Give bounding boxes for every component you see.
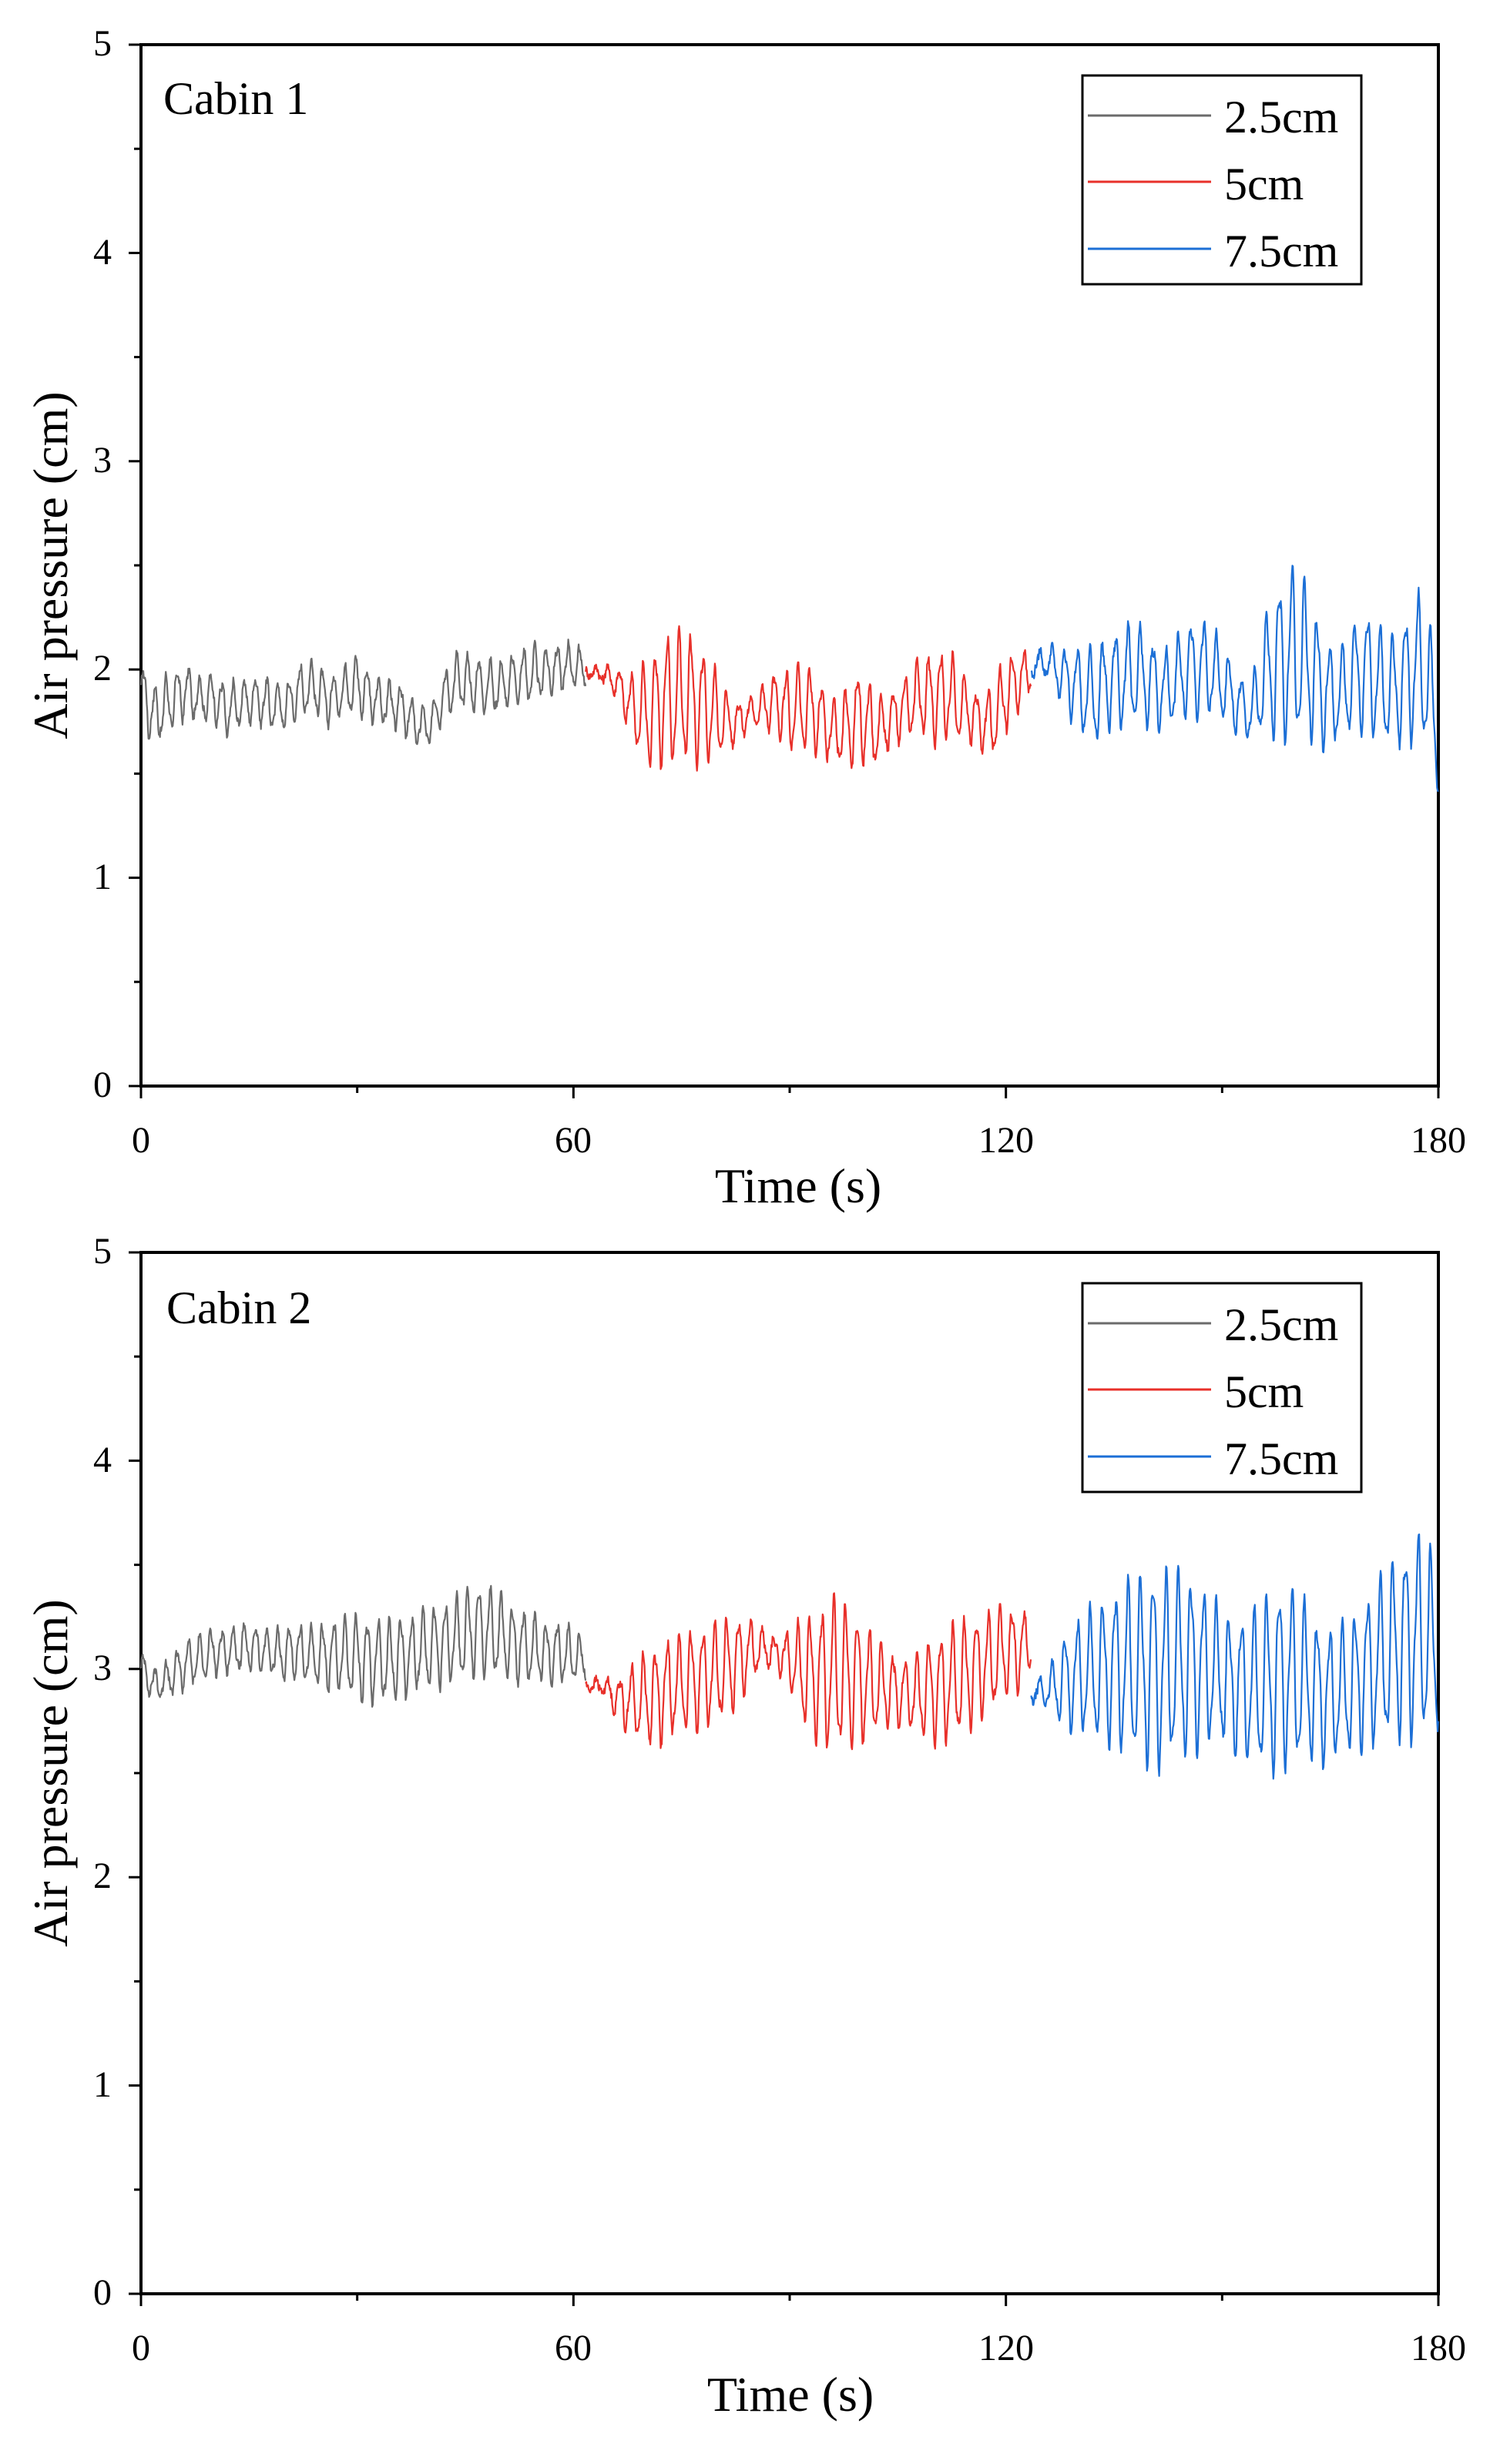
- panel-label: Cabin 2: [166, 1282, 311, 1333]
- series-line-2.5cm: [139, 639, 587, 746]
- x-tick-label: 0: [132, 2328, 150, 2368]
- y-tick-label: 2: [93, 1856, 112, 1896]
- axis-ticks: [129, 1251, 1440, 2306]
- x-tick-label: 120: [978, 1120, 1034, 1161]
- legend-label-2.5cm: 2.5cm: [1224, 1299, 1338, 1350]
- legend: 2.5cm 5cm 7.5cm: [1081, 74, 1363, 286]
- y-axis-label: Air pressure (cm): [23, 1599, 78, 1946]
- y-tick-label: 4: [93, 232, 112, 273]
- y-tick-label: 3: [93, 440, 112, 481]
- legend-label-5cm: 5cm: [1224, 159, 1304, 210]
- x-tick-label: 60: [555, 1120, 592, 1161]
- chart-panel-cabin-2: 0 1 2 3 4 5 0 60 120 180 Time (s) Air pr…: [23, 1231, 1466, 2422]
- panel-label: Cabin 1: [163, 73, 308, 124]
- y-tick-label: 3: [93, 1648, 112, 1688]
- x-tick-label: 60: [555, 2328, 592, 2368]
- x-tick-label: 0: [132, 1120, 150, 1161]
- y-tick-label: 0: [93, 1064, 112, 1105]
- x-tick-label: 120: [978, 2328, 1034, 2368]
- legend-label-2.5cm: 2.5cm: [1224, 92, 1338, 142]
- y-tick-label: 5: [93, 1231, 112, 1272]
- series-layer: [139, 1533, 1439, 1780]
- x-axis-label: Time (s): [715, 1158, 881, 1213]
- legend: 2.5cm 5cm 7.5cm: [1081, 1282, 1363, 1493]
- y-tick-label: 1: [93, 2064, 112, 2105]
- series-line-5cm: [585, 625, 1032, 772]
- y-tick-label: 1: [93, 857, 112, 897]
- y-tick-labels: 0 1 2 3 4 5: [93, 1231, 112, 2313]
- y-tick-label: 4: [93, 1440, 112, 1480]
- x-axis-label: Time (s): [707, 2367, 874, 2422]
- series-line-2.5cm: [139, 1584, 587, 1708]
- legend-label-7.5cm: 7.5cm: [1224, 226, 1338, 277]
- y-tick-label: 5: [93, 23, 112, 64]
- legend-label-5cm: 5cm: [1224, 1366, 1304, 1417]
- axis-ticks: [129, 43, 1440, 1098]
- x-tick-labels: 0 60 120 180: [132, 1120, 1466, 1161]
- y-tick-labels: 0 1 2 3 4 5: [93, 23, 112, 1105]
- x-tick-label: 180: [1411, 1120, 1466, 1161]
- x-tick-label: 180: [1411, 2328, 1466, 2368]
- series-line-7.5cm: [1030, 1533, 1439, 1780]
- legend-label-7.5cm: 7.5cm: [1224, 1433, 1338, 1484]
- series-layer: [139, 565, 1439, 793]
- y-axis-label: Air pressure (cm): [23, 391, 78, 739]
- y-tick-label: 2: [93, 648, 112, 689]
- x-tick-labels: 0 60 120 180: [132, 2328, 1466, 2368]
- series-line-7.5cm: [1030, 565, 1439, 793]
- series-line-5cm: [585, 1592, 1032, 1751]
- y-tick-label: 0: [93, 2272, 112, 2313]
- chart-panel-cabin-1: 0 1 2 3 4 5 0 60 120 180 Time (s) Air pr…: [23, 23, 1466, 1213]
